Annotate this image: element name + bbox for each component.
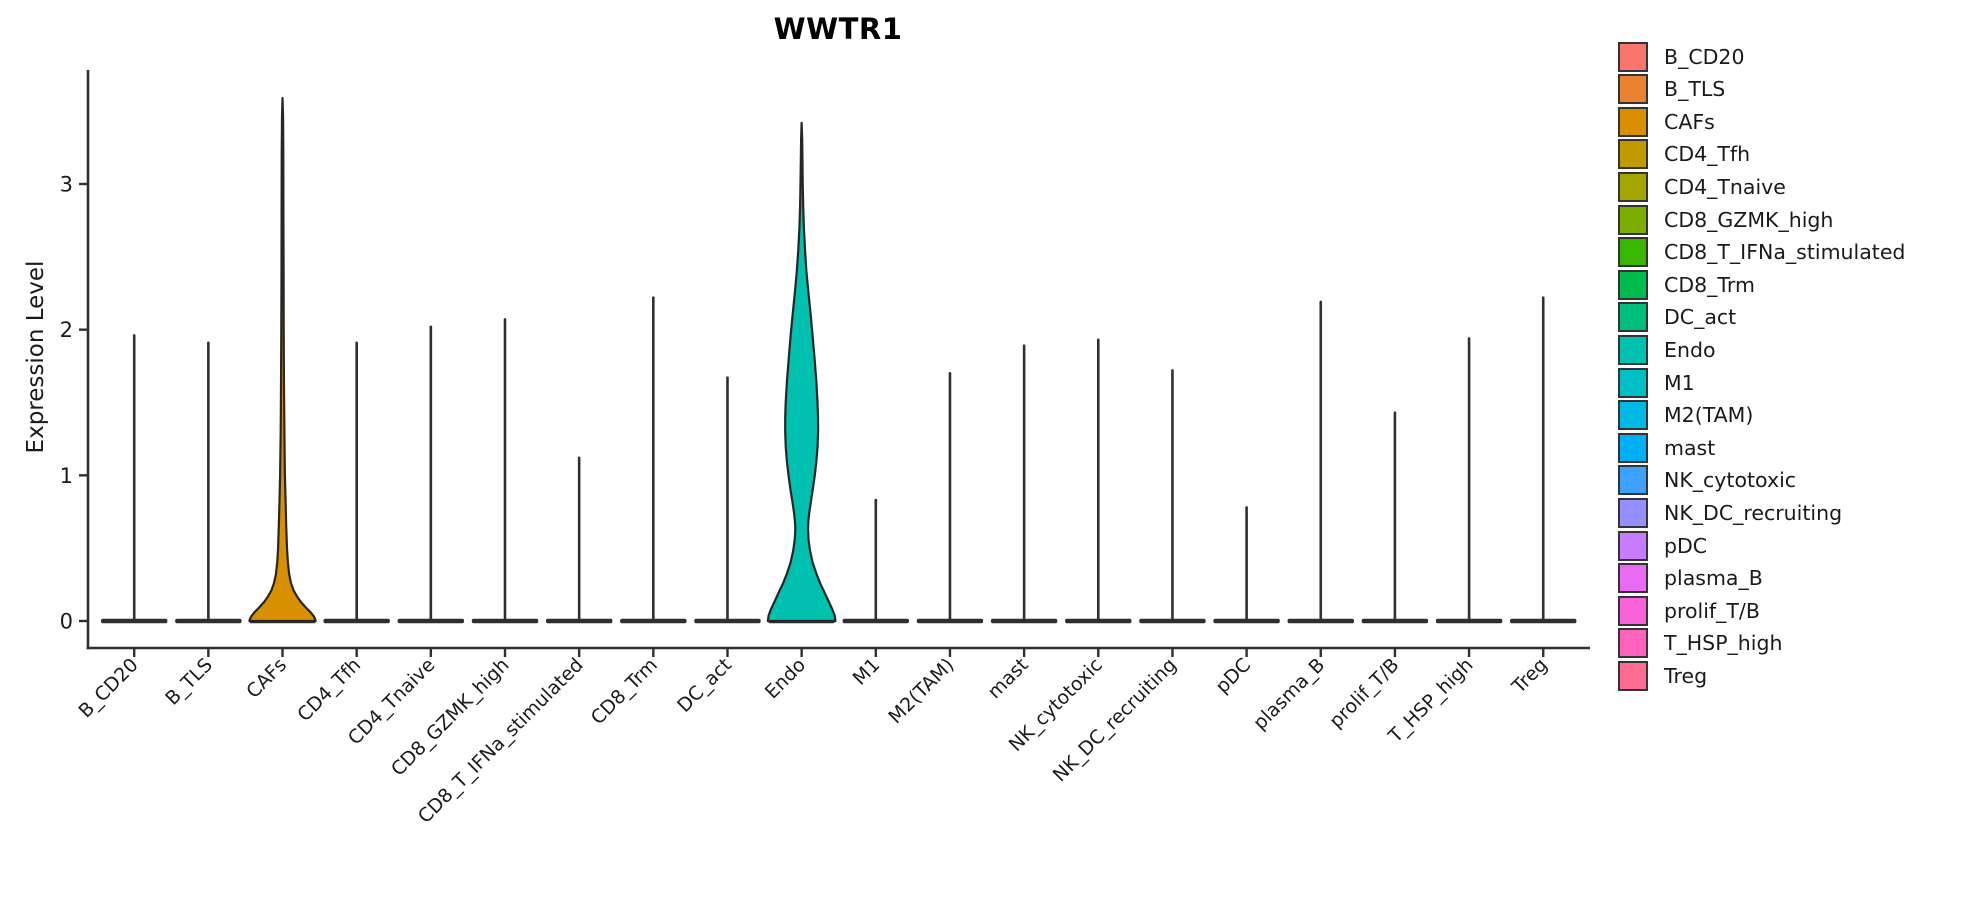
x-axis-label: plasma_B [1249, 654, 1329, 734]
legend-key-swatch [1618, 334, 1648, 365]
legend-key-swatch [1618, 660, 1648, 691]
legend-label: mast [1664, 435, 1716, 460]
x-axis-label: NK_DC_recruiting [1049, 654, 1181, 786]
legend-key-swatch [1618, 400, 1648, 431]
legend-row: CAFs [1618, 106, 1715, 137]
legend-key-swatch [1618, 237, 1648, 268]
legend-row: B_CD20 [1618, 41, 1745, 72]
legend-key-swatch [1618, 432, 1648, 463]
legend-row: NK_cytotoxic [1618, 465, 1797, 496]
legend-row: CD8_T_IFNa_stimulated [1618, 237, 1906, 268]
x-axis-label: M1 [849, 654, 885, 690]
legend-row: CD4_Tnaive [1618, 171, 1786, 202]
legend-row: CD8_Trm [1618, 269, 1755, 300]
x-axis-label: B_CD20 [74, 654, 142, 722]
legend-label: pDC [1664, 533, 1708, 558]
x-axis-label: prolif_T/B [1325, 654, 1403, 732]
legend-key-swatch [1618, 204, 1648, 235]
legend-row: T_HSP_high [1618, 628, 1783, 659]
legend-label: Treg [1664, 663, 1708, 688]
legend-row: CD4_Tfh [1618, 139, 1751, 170]
legend-label: CD8_GZMK_high [1664, 207, 1834, 232]
chart-title: WWTR1 [773, 12, 903, 46]
legend-label: CAFs [1664, 109, 1715, 134]
legend-key-swatch [1618, 530, 1648, 561]
legend-row: Endo [1618, 334, 1716, 365]
legend-label: T_HSP_high [1664, 631, 1783, 656]
legend-label: M1 [1664, 370, 1695, 395]
legend-row: prolif_T/B [1618, 595, 1760, 626]
legend-row: B_TLS [1618, 74, 1726, 105]
legend-label: CD8_Trm [1664, 272, 1755, 297]
legend-row: DC_act [1618, 302, 1737, 333]
x-axis-label: CD4_Tfh [293, 654, 365, 726]
legend-label: B_CD20 [1664, 44, 1745, 69]
legend-key-swatch [1618, 41, 1648, 72]
legend-label: Endo [1664, 337, 1716, 362]
legend-key-swatch [1618, 302, 1648, 333]
legend-row: CD8_GZMK_high [1618, 204, 1834, 235]
y-tick-label: 0 [60, 610, 73, 634]
legend-key-swatch [1618, 171, 1648, 202]
legend-key-swatch [1618, 595, 1648, 626]
legend-key-swatch [1618, 465, 1648, 496]
legend-key-swatch [1618, 106, 1648, 137]
legend-row: Treg [1618, 660, 1708, 691]
legend-label: NK_DC_recruiting [1664, 500, 1843, 525]
legend-row: pDC [1618, 530, 1708, 561]
x-axis-label: Endo [761, 654, 810, 703]
legend-key-swatch [1618, 74, 1648, 105]
x-axis-label: B_TLS [161, 654, 217, 710]
legend-key-swatch [1618, 269, 1648, 300]
y-tick-label: 3 [60, 172, 73, 196]
legend-label: B_TLS [1664, 77, 1726, 102]
x-axis-label: CAFs [242, 654, 291, 703]
legend-row: plasma_B [1618, 563, 1763, 594]
x-axis-label: mast [984, 654, 1033, 703]
y-tick-label: 2 [60, 318, 73, 342]
x-axis-label: CD8_Trm [587, 654, 662, 729]
legend-label: CD4_Tfh [1664, 142, 1751, 167]
legend-label: CD8_T_IFNa_stimulated [1664, 240, 1906, 265]
legend-key-swatch [1618, 367, 1648, 398]
legend-label: M2(TAM) [1664, 403, 1754, 428]
legend-key-swatch [1618, 628, 1648, 659]
legend-label: prolif_T/B [1664, 598, 1760, 623]
x-axis-label: pDC [1211, 654, 1255, 698]
legend-label: plasma_B [1664, 566, 1763, 591]
legend-key-swatch [1618, 563, 1648, 594]
legend-label: NK_cytotoxic [1664, 468, 1797, 493]
x-axis-label: Treg [1507, 654, 1552, 699]
legend-key-swatch [1618, 139, 1648, 170]
violin-Endo [766, 121, 837, 623]
legend-row: M2(TAM) [1618, 400, 1754, 431]
violin-CAFs [248, 96, 317, 623]
legend-label: CD4_Tnaive [1664, 174, 1786, 199]
y-tick-label: 1 [60, 464, 73, 488]
legend-row: NK_DC_recruiting [1618, 497, 1843, 528]
legend-label: DC_act [1664, 305, 1737, 330]
legend-row: mast [1618, 432, 1716, 463]
x-axis-label: DC_act [673, 654, 736, 717]
x-axis-label: M2(TAM) [884, 654, 958, 728]
legend-row: M1 [1618, 367, 1695, 398]
legend-key-swatch [1618, 497, 1648, 528]
